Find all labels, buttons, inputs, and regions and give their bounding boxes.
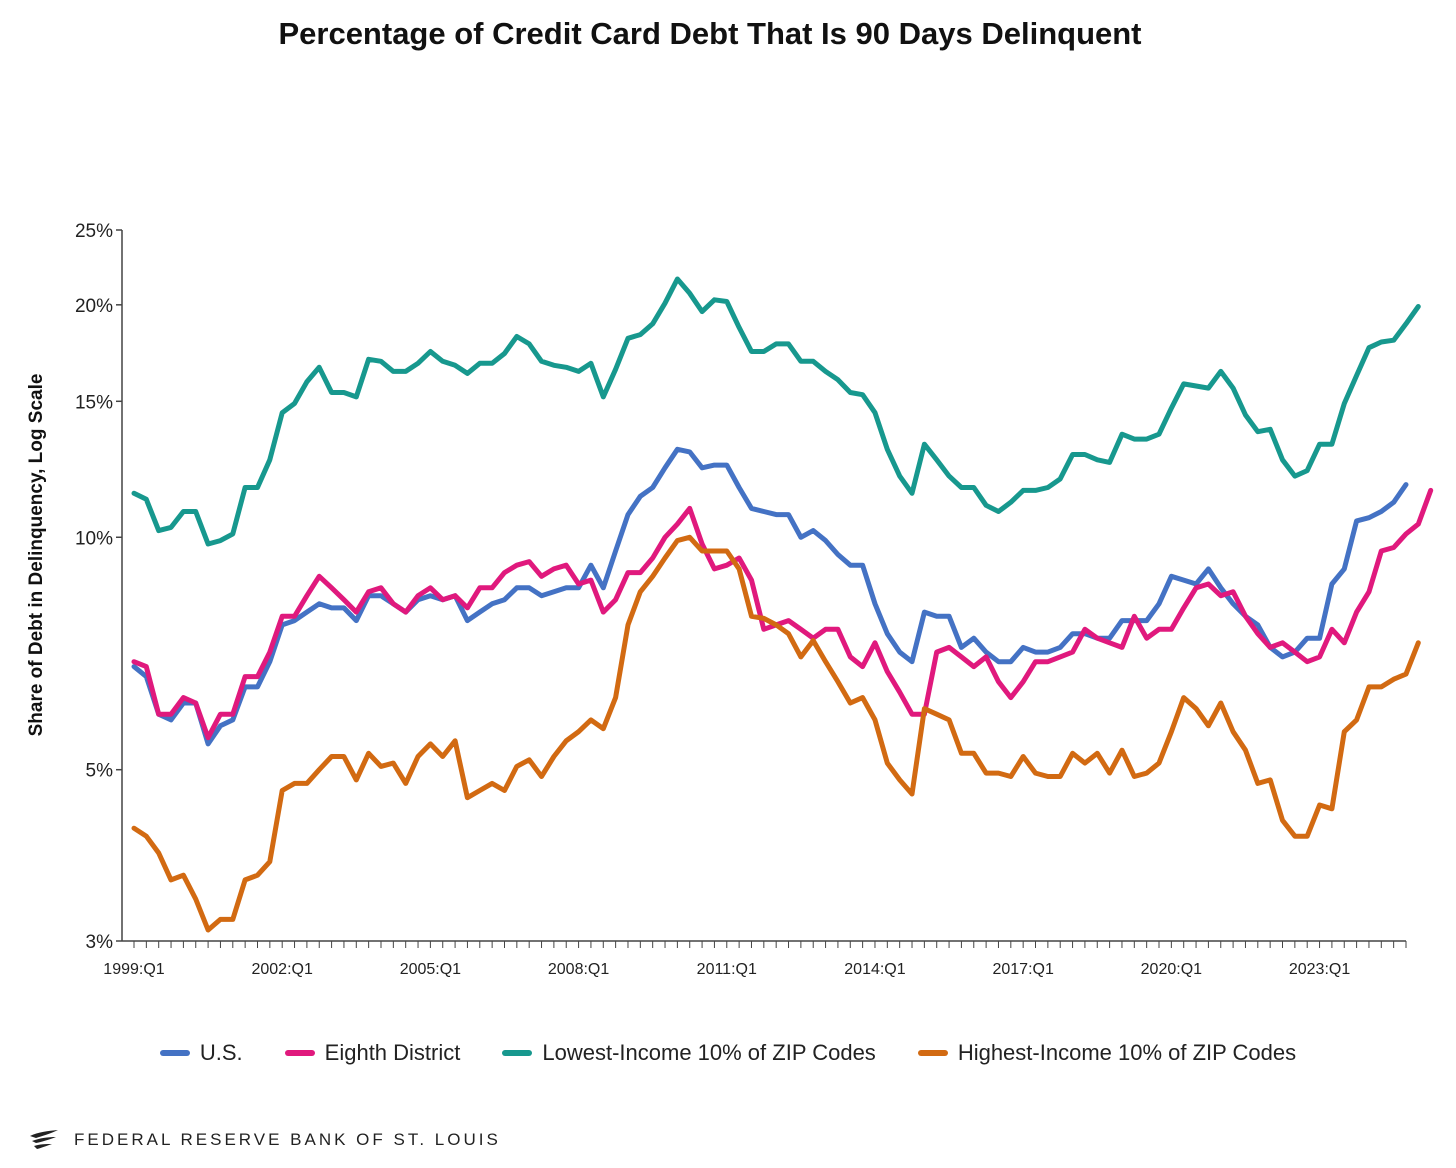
- axes: 3% 5% 10% 15% 20% 25% 1999:Q1 2002:Q1 2005:Q1 200…: [75, 221, 1407, 978]
- legend-swatch-lowest-income: [502, 1050, 533, 1056]
- legend-label-eighth-district: Eighth District: [324, 1040, 461, 1065]
- chart-title: Percentage of Credit Card Debt That Is 9…: [278, 16, 1142, 51]
- series-line-u-s: [131, 446, 1409, 747]
- legend-item-lowest-income[interactable]: Lowest-Income 10% of ZIP Codes: [502, 1040, 876, 1066]
- x-tick-label: 2002:Q1: [251, 961, 312, 978]
- legend-swatch-highest-income: [917, 1050, 948, 1056]
- x-tick-label: 2011:Q1: [697, 961, 757, 978]
- y-tick-label: 25%: [75, 221, 113, 242]
- x-tick-label: 2023:Q1: [1289, 961, 1350, 978]
- y-axis-label: Share of Debt in Delinquency, Log Scale: [26, 374, 47, 737]
- legend: U.S. Eighth District Lowest-Income 10% o…: [0, 1040, 1456, 1066]
- legend-label-us: U.S.: [199, 1040, 243, 1065]
- footer-source: FEDERAL RESERVE BANK OF ST. LOUIS: [74, 1130, 501, 1149]
- x-tick-label: 2005:Q1: [400, 961, 461, 978]
- x-tick-label: 2020:Q1: [1141, 961, 1202, 978]
- series-line-lowest-income-10-of-zip-codes: [131, 276, 1421, 547]
- legend-item-eighth-district[interactable]: Eighth District: [284, 1040, 461, 1066]
- x-tick-label: 2017:Q1: [992, 961, 1053, 978]
- y-tick-label: 20%: [75, 296, 113, 317]
- legend-swatch-us: [159, 1050, 190, 1056]
- legend-label-highest-income: Highest-Income 10% of ZIP Codes: [957, 1040, 1297, 1065]
- series-line-highest-income-10-of-zip-codes: [131, 534, 1421, 933]
- legend-swatch-eighth-district: [284, 1050, 315, 1056]
- y-tick-label: 3%: [86, 932, 114, 953]
- footer: FEDERAL RESERVE BANK OF ST. LOUIS: [28, 1128, 501, 1152]
- legend-item-us[interactable]: U.S.: [159, 1040, 243, 1066]
- x-tick-label: 1999:Q1: [103, 961, 164, 978]
- y-tick-label: 10%: [75, 528, 113, 549]
- x-tick-label: 2008:Q1: [548, 961, 609, 978]
- line-chart: 3% 5% 10% 15% 20% 25% 1999:Q1 2002:Q1 2005:Q1 200…: [26, 221, 1434, 978]
- x-tick-label: 2014:Q1: [844, 961, 905, 978]
- legend-label-lowest-income: Lowest-Income 10% of ZIP Codes: [542, 1040, 876, 1065]
- y-tick-label: 15%: [75, 392, 113, 413]
- y-tick-label: 5%: [86, 761, 114, 782]
- series-line-eighth-district: [131, 487, 1434, 741]
- legend-item-highest-income[interactable]: Highest-Income 10% of ZIP Codes: [917, 1040, 1297, 1066]
- series-lines: [131, 276, 1434, 933]
- eagle-logo-icon: [30, 1130, 58, 1149]
